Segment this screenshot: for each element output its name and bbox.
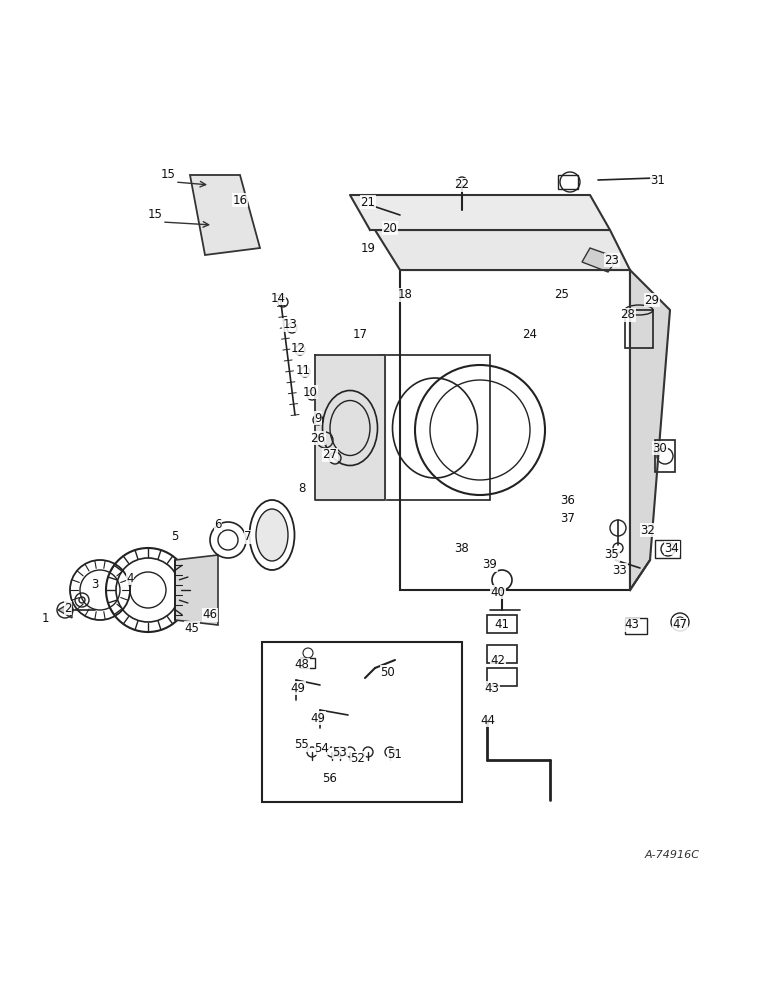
Text: 24: 24 [523,328,537,342]
Polygon shape [582,248,618,272]
Text: 2: 2 [64,601,72,614]
Polygon shape [315,355,385,500]
Text: 1: 1 [41,611,49,624]
Text: 34: 34 [665,542,679,554]
Text: 12: 12 [290,342,306,355]
Text: 43: 43 [485,682,499,694]
Text: 55: 55 [295,738,310,752]
Text: 30: 30 [652,442,667,454]
Bar [300,658,315,668]
Text: 21: 21 [361,196,375,209]
Text: 40: 40 [490,585,506,598]
Polygon shape [350,195,610,230]
Text: A-74916C: A-74916C [645,850,700,860]
Text: 45: 45 [185,621,199,635]
Text: 33: 33 [613,564,628,576]
Text: 39: 39 [482,558,497,572]
Text: 51: 51 [388,748,402,762]
Bar [625,618,647,634]
Text: 32: 32 [641,524,655,536]
Polygon shape [630,270,670,590]
Text: 20: 20 [383,222,398,234]
Text: 6: 6 [215,518,222,532]
Text: 25: 25 [554,288,570,302]
Text: 52: 52 [350,752,365,764]
Text: 16: 16 [232,194,248,207]
Polygon shape [190,175,260,255]
Bar [400,270,630,590]
Text: 15: 15 [147,209,162,222]
Text: 35: 35 [604,548,619,562]
Text: 26: 26 [310,432,326,444]
Text: 48: 48 [295,658,310,672]
Text: 28: 28 [621,308,635,322]
Bar [487,645,517,663]
Bar [487,668,517,686]
Text: 46: 46 [202,608,218,621]
Text: 50: 50 [381,666,395,678]
Bar [655,540,680,558]
Text: 53: 53 [333,746,347,758]
Text: 18: 18 [398,288,412,302]
Text: 3: 3 [91,578,99,591]
Bar [262,642,462,802]
Bar [380,200,580,228]
Text: 49: 49 [310,712,326,724]
Text: 42: 42 [490,654,506,666]
Text: 9: 9 [314,412,322,424]
Text: 19: 19 [361,241,375,254]
Text: 36: 36 [560,493,575,506]
Text: 29: 29 [645,294,659,306]
Text: 15: 15 [161,168,175,182]
Text: 22: 22 [455,178,469,192]
Text: 5: 5 [171,530,178,542]
Text: 44: 44 [480,714,496,726]
Text: 37: 37 [560,512,575,524]
Polygon shape [375,230,630,270]
Text: 43: 43 [625,618,639,632]
Text: 10: 10 [303,385,317,398]
Text: 7: 7 [244,530,252,544]
Bar [558,175,578,189]
Bar [625,310,653,348]
Ellipse shape [256,509,288,561]
Text: 14: 14 [270,292,286,304]
Text: 47: 47 [672,618,688,632]
Polygon shape [175,555,218,625]
Text: 8: 8 [298,482,306,494]
Text: 54: 54 [314,742,330,754]
Polygon shape [58,602,72,618]
Text: 38: 38 [455,542,469,554]
Text: 56: 56 [323,772,337,784]
Bar [655,440,675,472]
Text: 49: 49 [290,682,306,694]
Text: 31: 31 [651,174,665,186]
Bar [487,615,517,633]
Text: 11: 11 [296,363,310,376]
Text: 4: 4 [127,572,134,584]
Text: 41: 41 [495,618,510,632]
Text: 13: 13 [283,318,297,332]
Text: 23: 23 [604,253,619,266]
Text: 27: 27 [323,448,337,462]
Bar [380,355,490,500]
Text: 17: 17 [353,328,367,342]
